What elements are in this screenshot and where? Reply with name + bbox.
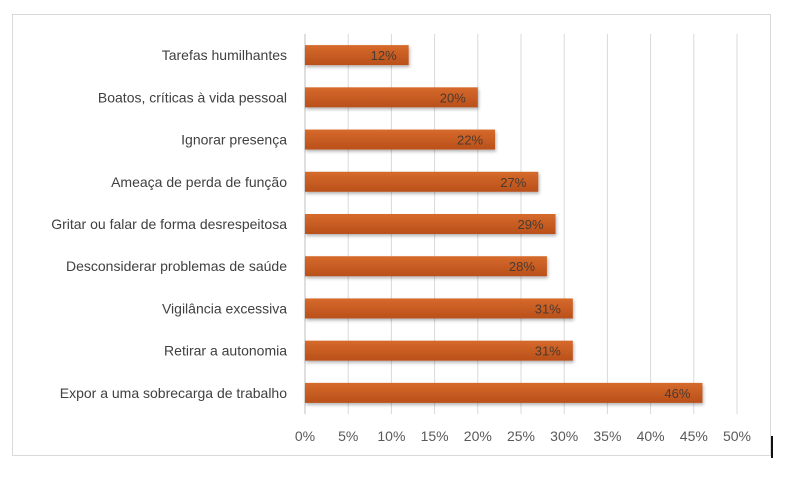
- x-tick-label: 45%: [680, 428, 708, 444]
- category-label: Boatos, críticas à vida pessoal: [98, 89, 287, 105]
- data-label: 29%: [518, 217, 544, 232]
- bar: [305, 87, 478, 108]
- x-tick-label: 30%: [550, 428, 578, 444]
- x-tick-label: 25%: [507, 428, 535, 444]
- bar: [305, 382, 703, 403]
- x-tick-label: 50%: [723, 428, 751, 444]
- bar: [305, 256, 547, 277]
- bar: [305, 340, 573, 361]
- x-tick-label: 20%: [464, 428, 492, 444]
- x-tick-label: 15%: [421, 428, 449, 444]
- category-label: Ignorar presença: [181, 132, 287, 148]
- text-cursor: [771, 436, 773, 458]
- category-label: Desconsiderar problemas de saúde: [66, 258, 287, 274]
- bar: [305, 214, 556, 234]
- bar: [305, 298, 573, 319]
- category-label: Tarefas humilhantes: [162, 47, 287, 63]
- category-label: Gritar ou falar de forma desrespeitosa: [51, 216, 287, 232]
- x-tick-label: 35%: [593, 428, 621, 444]
- category-label: Retirar a autonomia: [164, 343, 287, 359]
- data-label: 31%: [535, 301, 561, 316]
- bar: [305, 129, 496, 150]
- category-label: Expor a uma sobrecarga de trabalho: [60, 385, 287, 401]
- category-label: Vigilância excessiva: [162, 300, 287, 316]
- x-tick-label: 0%: [295, 428, 315, 444]
- data-label: 27%: [500, 175, 526, 190]
- x-tick-label: 5%: [338, 428, 358, 444]
- data-label: 46%: [664, 386, 690, 401]
- bar: [305, 171, 539, 192]
- data-label: 31%: [535, 344, 561, 359]
- x-tick-label: 40%: [637, 428, 665, 444]
- data-label: 12%: [371, 48, 397, 63]
- data-label: 22%: [457, 133, 483, 148]
- chart-frame: [12, 14, 771, 456]
- x-tick-label: 10%: [377, 428, 405, 444]
- data-label: 28%: [509, 259, 535, 274]
- data-label: 20%: [440, 90, 466, 105]
- category-label: Ameaça de perda de função: [111, 174, 287, 190]
- bar: [305, 45, 409, 66]
